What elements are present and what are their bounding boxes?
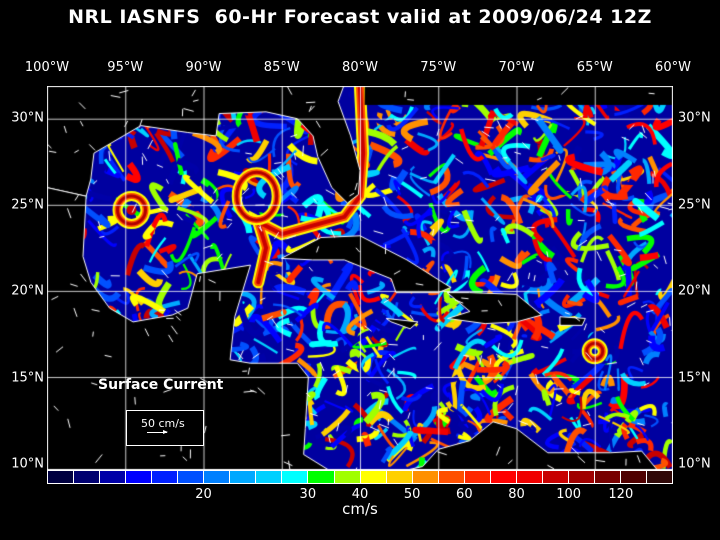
map-label: Surface Current [98,377,224,393]
colorbar-swatch [48,471,75,483]
colorbar-swatch [230,471,257,483]
colorbar-swatch [334,471,361,483]
colorbar-tick-label: 50 [403,487,421,502]
latitude-label: 20°N [11,283,44,299]
longitude-label: 65°W [576,60,613,75]
latitude-label: 15°N [678,370,711,385]
latitude-label: 30°N [678,110,711,126]
colorbar-swatch [386,471,413,483]
longitude-label: 90°W [185,60,222,75]
map-title: NRL IASNFS 60-Hr Forecast valid at 2009/… [68,6,652,28]
colorbar-tick-label: 60 [456,487,473,502]
colorbar-swatch [74,471,101,483]
colorbar-swatch [152,471,179,483]
latitude-label: 30°N [11,110,44,126]
colorbar-tick-label: 30 [299,487,317,502]
latitude-label: 10°N [678,456,711,472]
vector-legend-text: 50 cm/s [141,417,185,430]
colorbar-swatch [438,471,465,483]
longitude-label: 75°W [420,60,457,75]
colorbar-swatch [542,471,569,483]
longitude-label: 80°W [342,60,378,75]
longitude-label: 70°W [498,60,535,75]
colorbar-tick-label: 120 [608,487,634,502]
latitude-label: 25°N [678,197,711,212]
colorbar-swatch [490,471,517,483]
colorbar-swatch [360,471,387,483]
colorbar-swatch [647,471,673,483]
colorbar-tick-label: 20 [195,487,212,502]
colorbar-swatch [516,471,543,483]
colorbar-swatch [100,471,127,483]
colorbar-swatch [204,471,231,483]
latitude-label: 10°N [11,456,44,472]
colorbar-swatch [126,471,153,483]
longitude-label: 95°W [107,60,144,75]
colorbar-tick-label: 100 [556,487,582,502]
colorbar-swatch [594,471,622,483]
longitude-label: 100°W [24,60,70,75]
latitude-label: 15°N [11,370,44,385]
colorbar-swatch [568,471,595,483]
colorbar-swatch [464,471,491,483]
surface-current-map [47,86,673,470]
colorbar-swatch [178,471,205,483]
longitude-label: 85°W [263,60,300,75]
colorbar [47,470,673,484]
vector-legend-arrow-icon [147,430,168,434]
latitude-label: 20°N [678,283,711,299]
longitude-label: 60°W [655,60,691,75]
colorbar-swatch [412,471,439,483]
colorbar-tick-label: 40 [351,487,369,502]
colorbar-units: cm/s [342,500,378,518]
colorbar-tick-label: 80 [508,487,525,502]
colorbar-swatch [256,471,283,483]
latitude-label: 25°N [11,197,44,212]
colorbar-swatch [621,471,648,483]
vector-legend: 50 cm/s [126,410,204,446]
colorbar-swatch [308,471,335,483]
colorbar-swatch [282,471,309,483]
